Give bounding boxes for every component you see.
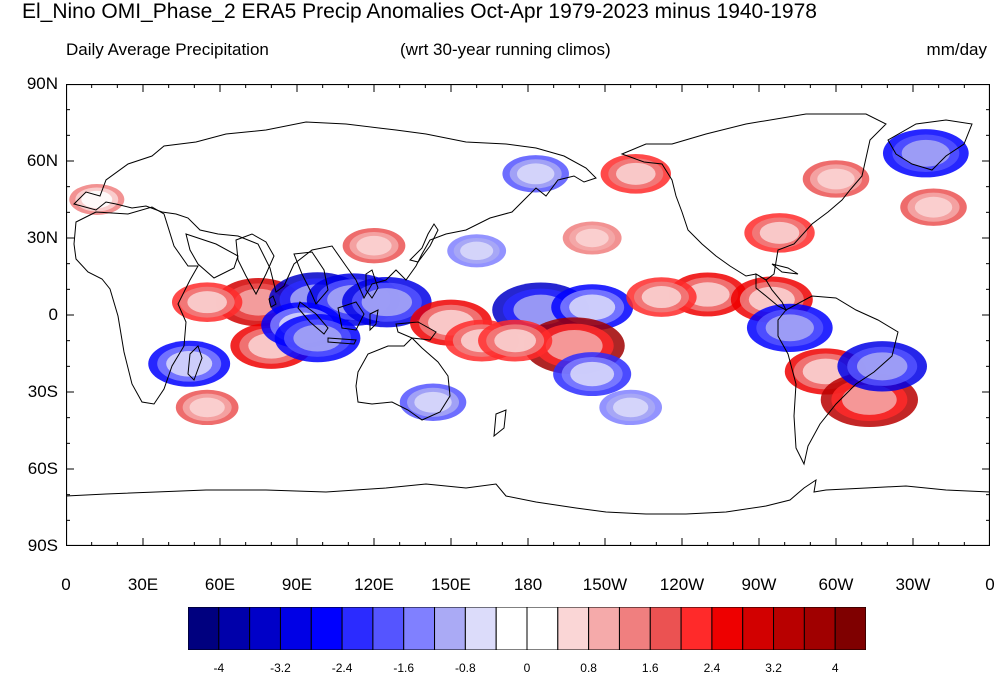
lat-tick-label: 0 — [48, 305, 58, 324]
subtitle-left: Daily Average Precipitation — [66, 40, 269, 59]
units-label: mm/day — [926, 40, 987, 59]
colorbar-swatch — [680, 607, 713, 650]
colorbar-label: 3.2 — [765, 661, 782, 675]
lon-tick-label: 30W — [895, 575, 931, 594]
lon-tick-label: 0 — [985, 575, 995, 594]
colorbar — [188, 607, 866, 650]
colorbar-swatch — [773, 607, 805, 650]
colorbar-swatch — [495, 607, 528, 650]
tick-marks — [66, 84, 990, 546]
colorbar-label: -0.8 — [455, 661, 476, 675]
map-title: El_Nino OMI_Phase_2 ERA5 Precip Anomalie… — [22, 0, 817, 23]
colorbar-label: 4 — [831, 661, 839, 675]
colorbar-swatch — [588, 607, 620, 650]
colorbar-label: -2.4 — [331, 661, 353, 675]
anomaly-blob — [189, 397, 225, 418]
colorbar-label: 1.6 — [641, 661, 659, 675]
lon-tick-label: 150W — [582, 575, 628, 594]
colorbar-swatch — [526, 607, 559, 650]
colorbar-swatch — [834, 607, 866, 650]
anomaly-blob — [81, 190, 113, 209]
colorbar-label: -3.2 — [270, 661, 291, 675]
anomaly-blob — [765, 314, 814, 342]
colorbar-swatch — [618, 607, 651, 650]
anomaly-blob — [361, 288, 413, 317]
anomaly-blob — [842, 384, 897, 415]
lon-tick-label: 90W — [741, 575, 777, 594]
precip-anomaly-map — [66, 84, 990, 546]
colorbar-label: -4 — [213, 661, 225, 675]
colorbar-swatch — [711, 607, 744, 650]
colorbar-label: 0 — [523, 661, 531, 675]
colorbar-label: 2.4 — [703, 661, 721, 675]
lon-tick-label: 60W — [818, 575, 854, 594]
anomaly-blob — [914, 196, 953, 218]
anomaly-blob — [516, 163, 555, 185]
lon-tick-label: 120E — [354, 575, 394, 594]
lat-tick-label: 30N — [26, 228, 58, 247]
anomaly-blob — [802, 358, 849, 385]
anomaly-blob — [187, 291, 227, 314]
anomaly-blob — [613, 397, 649, 418]
anomaly-blob — [569, 294, 616, 321]
colorbar-swatch — [464, 607, 497, 650]
colorbar-label: -1.6 — [393, 661, 415, 675]
anomaly-blob — [857, 352, 908, 381]
colorbar-swatch — [803, 607, 836, 650]
anomaly-blob — [641, 286, 682, 309]
lon-tick-label: 30E — [127, 575, 159, 594]
anomaly-blob — [494, 329, 537, 353]
lat-tick-label: 90N — [26, 74, 58, 93]
lat-tick-label: 30S — [27, 382, 58, 401]
colorbar-swatch — [742, 607, 775, 650]
colorbar-label: 0.8 — [580, 661, 597, 675]
colorbar-swatch — [218, 607, 251, 650]
colorbar-swatch — [434, 607, 466, 650]
colorbar-swatch — [279, 607, 312, 650]
anomaly-blob — [575, 228, 609, 248]
lon-tick-label: 180 — [513, 575, 543, 594]
anomaly-blob — [293, 324, 342, 352]
lat-tick-label: 60N — [26, 151, 58, 170]
anomaly-blob — [356, 235, 392, 256]
lat-tick-label: 90S — [27, 536, 58, 555]
colorbar-swatch — [557, 607, 590, 650]
colorbar-swatch — [372, 607, 405, 650]
colorbar-swatch — [249, 607, 281, 650]
colorbar-swatch — [188, 607, 220, 650]
anomaly-blob — [901, 139, 950, 167]
coastlines — [66, 113, 990, 515]
subtitle-center: (wrt 30-year running climos) — [400, 40, 611, 59]
lat-tick-label: 60S — [27, 459, 58, 478]
anomaly-blob — [460, 241, 494, 261]
colorbar-swatch — [649, 607, 682, 650]
lon-tick-label: 120W — [659, 575, 705, 594]
anomaly-blob — [685, 282, 730, 307]
lon-tick-label: 90E — [281, 575, 313, 594]
anomaly-blob — [616, 162, 656, 185]
colorbar-swatch — [310, 607, 343, 650]
lon-tick-label: 0 — [61, 575, 71, 594]
anomaly-blob — [570, 361, 615, 387]
colorbar-swatch — [341, 607, 374, 650]
lon-tick-label: 60E — [204, 575, 236, 594]
colorbar-swatch — [403, 607, 436, 650]
anomaly-blob — [817, 168, 855, 190]
anomaly-blob — [759, 221, 800, 244]
lon-tick-label: 150E — [431, 575, 471, 594]
